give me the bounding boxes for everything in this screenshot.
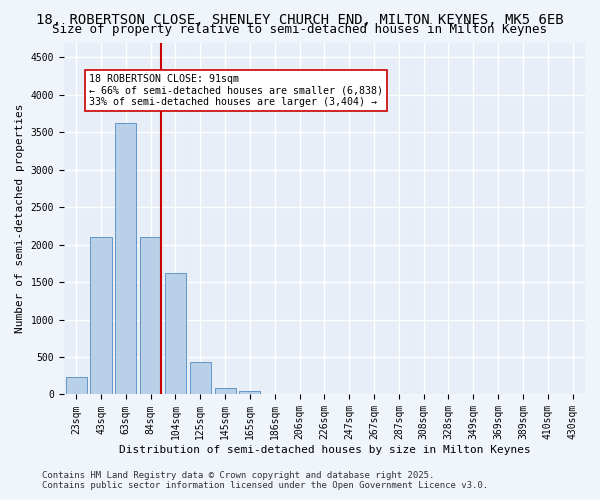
Text: Size of property relative to semi-detached houses in Milton Keynes: Size of property relative to semi-detach…	[53, 22, 548, 36]
X-axis label: Distribution of semi-detached houses by size in Milton Keynes: Distribution of semi-detached houses by …	[119, 445, 530, 455]
Text: Contains HM Land Registry data © Crown copyright and database right 2025.
Contai: Contains HM Land Registry data © Crown c…	[42, 470, 488, 490]
Y-axis label: Number of semi-detached properties: Number of semi-detached properties	[15, 104, 25, 333]
Bar	[215, 388, 236, 394]
Bar	[239, 390, 260, 394]
Text: 18 ROBERTSON CLOSE: 91sqm
← 66% of semi-detached houses are smaller (6,838)
33% : 18 ROBERTSON CLOSE: 91sqm ← 66% of semi-…	[89, 74, 383, 107]
Bar	[165, 273, 186, 394]
Bar	[140, 237, 161, 394]
Bar	[65, 377, 87, 394]
Text: 18, ROBERTSON CLOSE, SHENLEY CHURCH END, MILTON KEYNES, MK5 6EB: 18, ROBERTSON CLOSE, SHENLEY CHURCH END,…	[36, 12, 564, 26]
Bar	[91, 237, 112, 394]
Bar	[190, 362, 211, 394]
Bar	[115, 124, 136, 394]
